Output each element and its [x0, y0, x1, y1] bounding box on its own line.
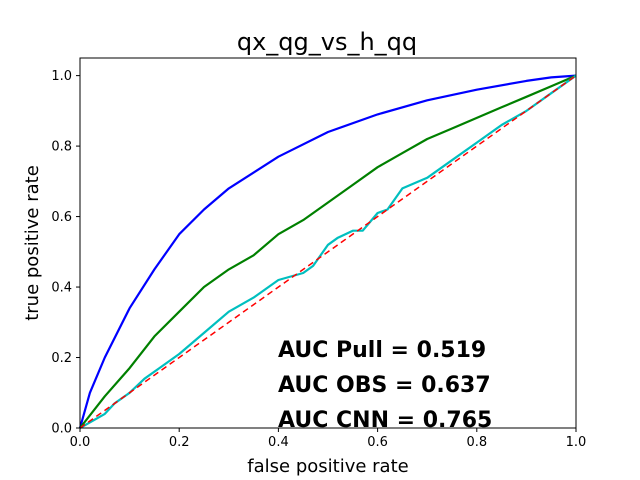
y-axis-ticks: 0.0 0.2 0.4 0.6 0.8 1.0 [51, 69, 80, 437]
pull-roc-curve [79, 74, 577, 429]
auc-obs-annotation: AUC OBS = 0.637 [278, 373, 491, 398]
y-tick-label: 0.2 [51, 351, 72, 366]
y-tick-label: 0.0 [51, 422, 72, 437]
random-guess-diagonal [79, 74, 577, 429]
y-tick-label: 1.0 [51, 69, 72, 84]
x-tick-label: 0.0 [70, 435, 91, 450]
x-tick-label: 0.2 [169, 435, 190, 450]
plot-frame [79, 57, 577, 429]
x-tick-label: 0.6 [367, 435, 388, 450]
y-axis-label: true positive rate [22, 165, 43, 321]
x-tick-label: 0.4 [268, 435, 289, 450]
x-axis-ticks: 0.0 0.2 0.4 0.6 0.8 1.0 [70, 428, 587, 450]
x-axis-label: false positive rate [247, 456, 408, 477]
cnn-roc-curve [78, 74, 577, 429]
chart-title: qx_qg_vs_h_qq [237, 28, 417, 56]
x-tick-label: 0.8 [466, 435, 487, 450]
x-tick-label: 1.0 [566, 435, 587, 450]
y-tick-label: 0.8 [51, 140, 72, 155]
obs-roc-curve [79, 74, 577, 429]
auc-cnn-annotation: AUC CNN = 0.765 [278, 408, 492, 433]
plot-lines [78, 74, 577, 429]
y-tick-label: 0.4 [51, 281, 72, 296]
auc-pull-annotation: AUC Pull = 0.519 [278, 338, 486, 363]
y-tick-label: 0.6 [51, 210, 72, 225]
